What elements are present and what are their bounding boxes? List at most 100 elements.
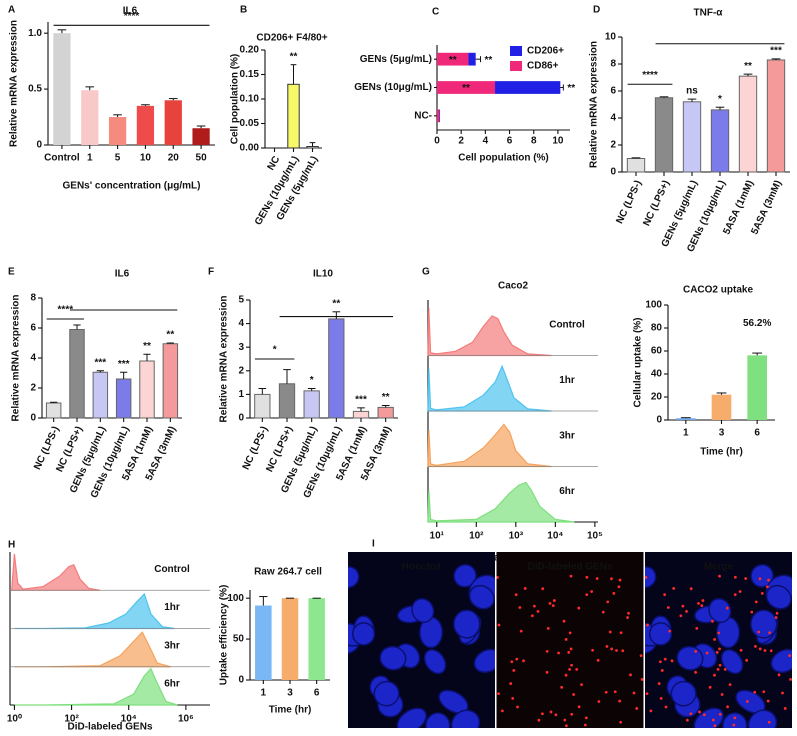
chart-title: TNF-α [694, 8, 724, 19]
x-tick-label: 10⁰ [7, 714, 22, 725]
gen-dot [789, 678, 792, 681]
y-tick-label: 10 [605, 32, 617, 43]
gen-dot [583, 723, 587, 727]
gen-dot [758, 577, 762, 581]
y-tick-label: 0 [610, 167, 616, 178]
error-bar [309, 142, 316, 147]
error-bar [96, 370, 104, 373]
x-tick-label: 0 [434, 136, 440, 147]
y-tick-label: 2 [238, 365, 244, 376]
x-tick-label: 3 [719, 428, 725, 439]
error-bar [743, 73, 753, 77]
bar [766, 59, 786, 173]
gen-dot [645, 692, 649, 696]
gen-dot [645, 576, 648, 579]
significance-label: ** [290, 51, 298, 62]
error-bar [357, 407, 365, 412]
nucleus [423, 649, 447, 675]
gen-dot [666, 606, 670, 609]
gen-dot [500, 709, 504, 713]
gen-dot [569, 647, 573, 651]
error-bar [659, 96, 669, 98]
bar [377, 406, 394, 419]
gen-dot [763, 649, 767, 652]
error-bar [332, 311, 341, 319]
gen-dot [510, 660, 514, 664]
gen-dot [733, 593, 737, 597]
bar [738, 75, 758, 173]
x-tick-label: 6 [507, 136, 513, 147]
significance-label: *** [355, 394, 367, 405]
gen-dot [496, 576, 499, 579]
y-tick-label: 8 [30, 293, 36, 304]
bar-segment [495, 81, 561, 94]
nucleus [351, 622, 376, 646]
gen-dot [694, 649, 698, 653]
gen-dot [591, 648, 594, 652]
y-tick-label: 1 [238, 389, 244, 400]
gen-dot [597, 700, 601, 703]
panel-letter: B [240, 5, 247, 16]
bar-segment [439, 109, 441, 123]
gen-dot [537, 718, 541, 722]
error-bar [113, 114, 122, 118]
gen-dot [732, 723, 736, 727]
y-tick-label: 40 [651, 369, 663, 380]
bar [710, 109, 730, 173]
y-tick-label: GENs (10μg/mL) [354, 82, 432, 93]
y-tick-label: 0.00 [240, 143, 260, 154]
panel-letter: E [8, 267, 15, 278]
nucleus [708, 597, 732, 624]
gen-dot [717, 631, 721, 635]
y-tick-label: 0.5 [28, 84, 42, 95]
significance-label: ** [485, 55, 493, 66]
density-curve [11, 553, 101, 591]
gen-dot [777, 673, 781, 677]
gen-dot [545, 670, 549, 674]
gen-dot [713, 724, 717, 728]
significance-label: * [718, 94, 722, 105]
nucleus [425, 712, 451, 728]
gen-dot [670, 659, 674, 663]
bar [711, 394, 732, 420]
gen-dot [564, 638, 568, 641]
x-tick-label: 10³ [509, 531, 524, 542]
gen-dot [668, 629, 672, 633]
gen-dot [590, 590, 594, 593]
lane-label: 3hr [164, 640, 180, 651]
x-tick-label: 10⁴ [121, 714, 137, 725]
gen-dot [689, 587, 693, 591]
gen-dot [765, 585, 769, 589]
bar [281, 598, 299, 680]
gen-dot [689, 712, 693, 716]
gen-dot [760, 591, 764, 595]
gen-dot [663, 657, 667, 661]
gen-dot [519, 629, 523, 633]
bar [69, 329, 85, 419]
gen-dot [515, 657, 519, 661]
gen-dot [715, 651, 719, 654]
significance-label: ** [166, 330, 174, 341]
gen-dot [570, 712, 574, 716]
density-curve [427, 364, 552, 412]
gen-dot [762, 690, 766, 694]
x-tick-label: 10² [64, 714, 79, 725]
micrograph-bg [496, 552, 644, 728]
lane-label: Control [549, 320, 585, 331]
x-tick-label: 1 [683, 428, 689, 439]
x-tick-label: Control [44, 153, 80, 164]
bar [682, 101, 702, 173]
y-tick-label: 6 [30, 323, 36, 334]
gen-dot [608, 630, 612, 634]
y-axis-label: Relative mRNA expression [219, 296, 230, 423]
y-tick-label: 20 [651, 392, 663, 403]
error-bar [475, 56, 482, 63]
legend-label: CD206+ [527, 46, 564, 57]
gen-dot [563, 718, 567, 722]
error-bar [715, 106, 725, 110]
y-tick-label: 80 [651, 323, 663, 334]
error-bar [258, 388, 267, 395]
gen-dot [512, 669, 516, 672]
gen-dot [585, 593, 589, 597]
y-tick-label: 4 [238, 318, 244, 329]
